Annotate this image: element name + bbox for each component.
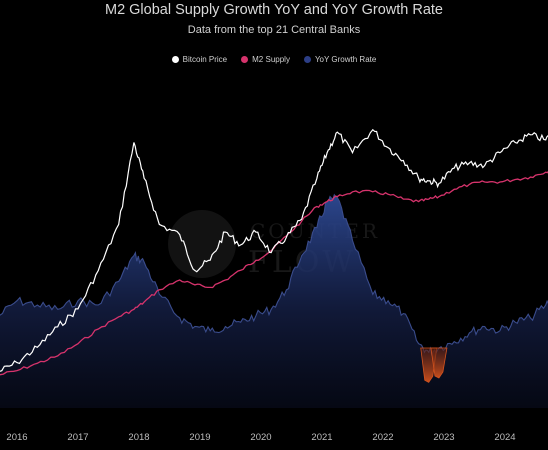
watermark-logo-icon [168,210,236,278]
chart-subtitle: Data from the top 21 Central Banks [187,24,361,36]
chart-title: M2 Global Supply Growth YoY and YoY Grow… [104,2,444,18]
x-tick-label: 2019 [189,432,210,443]
legend-swatch-bitcoin [171,56,179,63]
series-yoy-growth-rate [0,193,548,408]
legend-item-bitcoin[interactable]: Bitcoin Price [171,55,228,64]
legend-item-yoy[interactable]: YoY Growth Rate [303,55,377,64]
x-tick-label: 2021 [311,432,332,443]
series-bitcoin-price [0,128,548,372]
legend-swatch-m2 [241,56,249,63]
series-m2-supply [0,170,548,376]
x-tick-label: 2024 [494,432,515,443]
m2-line [0,170,548,376]
yoy-negative-region [430,347,448,379]
legend-swatch-yoy [303,56,311,63]
chart-legend: Bitcoin Price M2 Supply YoY Growth Rate [0,55,548,64]
legend-label-yoy: YoY Growth Rate [314,55,377,64]
x-tick-label: 2022 [372,432,393,443]
x-tick-label: 2023 [433,432,454,443]
x-tick-label: 2016 [6,432,27,443]
legend-label-m2: M2 Supply [252,55,290,64]
x-tick-label: 2020 [250,432,271,443]
bitcoin-line [0,128,548,372]
yoy-area [0,194,548,408]
legend-label-bitcoin: Bitcoin Price [182,55,228,64]
x-axis-ticks: 2016 2017 2018 2019 2020 2021 2022 2023 2024 [6,432,515,443]
x-tick-label: 2017 [67,432,88,443]
yoy-line [0,193,548,357]
legend-item-m2[interactable]: M2 Supply [241,55,290,64]
x-tick-label: 2018 [128,432,149,443]
